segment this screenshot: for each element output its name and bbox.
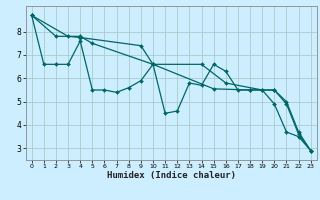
X-axis label: Humidex (Indice chaleur): Humidex (Indice chaleur) [107,171,236,180]
